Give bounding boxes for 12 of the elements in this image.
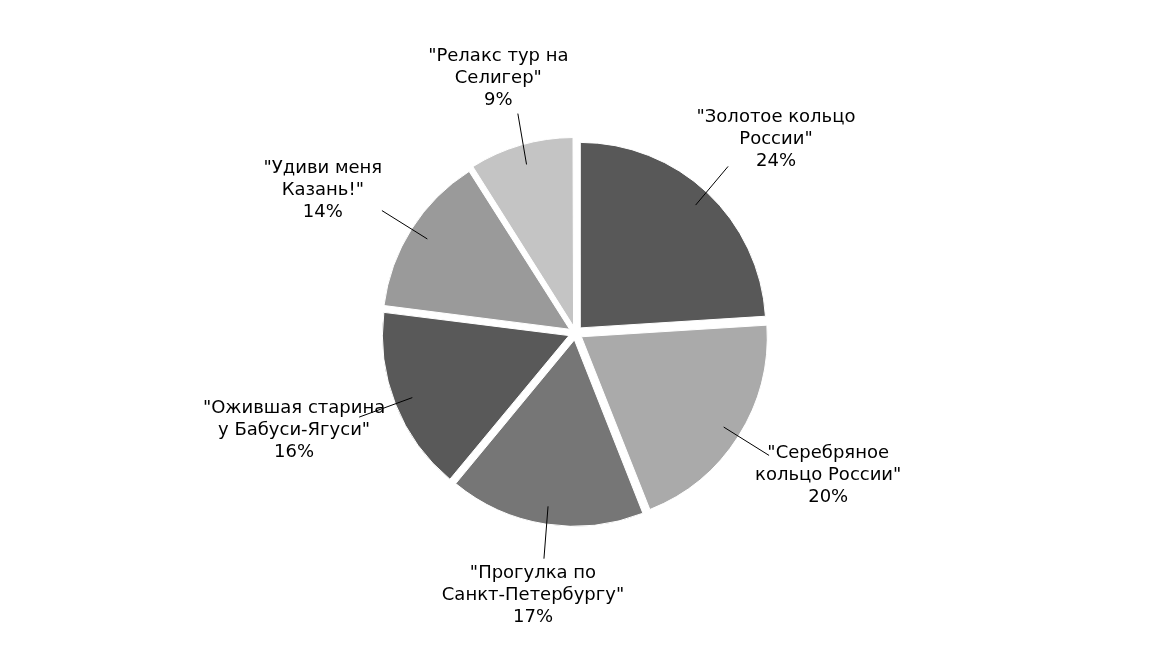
slice-label: "Серебряное кольцо России" — [755, 440, 902, 484]
slice-label: "Ожившая старина у Бабуси-Ягуси" — [202, 396, 386, 440]
slice-label: "Золотое кольцо России" — [696, 105, 856, 149]
data-label: 14% — [302, 200, 343, 222]
slice-label: "Прогулка по Санкт-Петербургу" — [441, 560, 625, 604]
data-label: 17% — [512, 604, 553, 626]
data-label: 20% — [808, 484, 849, 506]
data-label: 9% — [484, 87, 513, 109]
slice-label: "Релакс тур на Селигер" — [428, 43, 569, 87]
data-label: 16% — [274, 440, 315, 462]
slice-label: "Удиви меня Казань!" — [263, 156, 383, 200]
data-label: 24% — [755, 149, 796, 171]
